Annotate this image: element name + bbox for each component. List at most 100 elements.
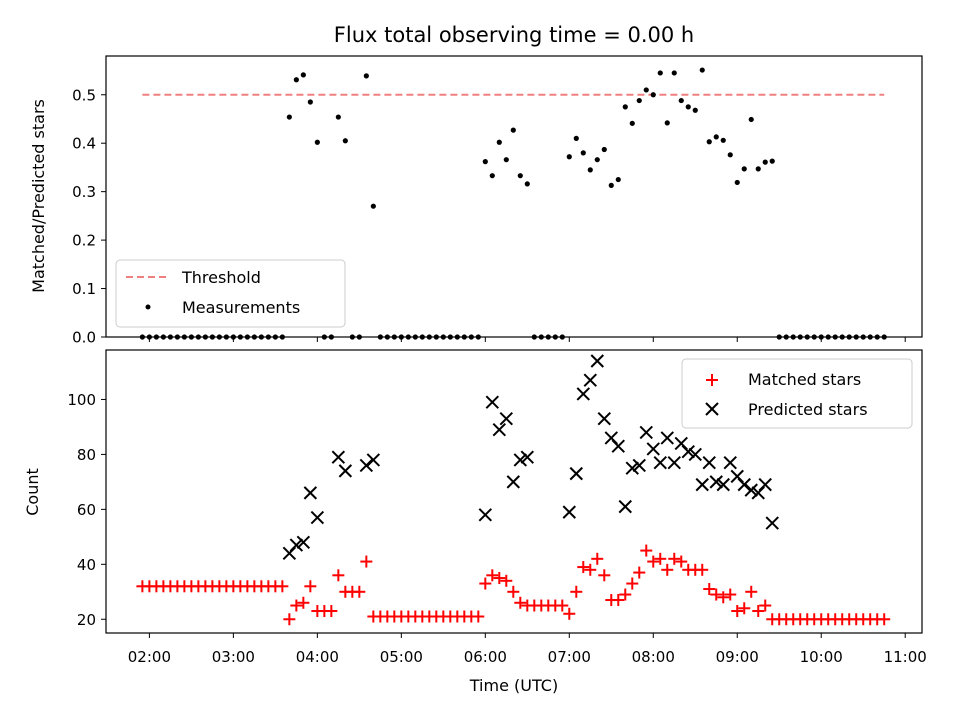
bottom-legend-frame: [681, 358, 913, 429]
bottom-y-tick-label: 20: [77, 611, 96, 629]
measurement-point: [573, 135, 579, 141]
predicted-star-point: [744, 483, 758, 497]
matched-star-point: [675, 555, 688, 568]
matched-star-point: [738, 602, 751, 615]
top-plot-area: 0.0 0.1 0.2 0.3 0.4 0.5: [72, 55, 923, 347]
predicted-star-point: [737, 477, 751, 492]
matched-star-point: [563, 607, 576, 620]
measurement-point: [636, 97, 642, 104]
predicted-star-point: [632, 458, 646, 473]
predicted-star-point: [716, 477, 730, 492]
measurement-point: [713, 134, 719, 140]
matched-star-point: [577, 561, 590, 574]
matched-star-point: [591, 552, 604, 565]
bottom-x-tick-label: 05:00: [380, 648, 423, 666]
measurement-point: [370, 203, 376, 209]
measurement-point: [300, 72, 306, 78]
measurement-point: [510, 127, 516, 133]
predicted-star-point: [653, 455, 667, 470]
matched-star-point: [633, 566, 646, 579]
matched-star-point: [759, 599, 772, 612]
matched-star-point: [724, 588, 737, 601]
matched-star-point: [745, 585, 758, 598]
measurement-point: [727, 152, 733, 158]
predicted-star-point: [569, 466, 583, 481]
measurement-point: [720, 137, 726, 143]
legend-measurements-swatch: [145, 304, 151, 310]
top-y-tick-label: 0.3: [72, 183, 96, 201]
matched-star-point: [647, 555, 660, 568]
matched-star-point: [570, 585, 583, 598]
matched-star-point: [507, 585, 520, 598]
measurement-point: [587, 167, 593, 173]
predicted-star-point: [506, 475, 521, 489]
legend-predicted-swatch: [705, 402, 719, 416]
matched-star-point: [703, 583, 716, 596]
measurement-point: [762, 159, 768, 165]
legend-matched-swatch: [706, 374, 718, 386]
predicted-star-point: [702, 455, 716, 470]
legend-matched-label: Matched stars: [748, 370, 861, 389]
matched-star-point: [297, 596, 310, 609]
predicted-star-point: [366, 453, 381, 467]
measurement-point: [671, 70, 677, 76]
predicted-star-point: [709, 475, 723, 489]
matched-star-point: [752, 605, 765, 618]
matched-star-point: [717, 591, 730, 604]
matched-star-point: [598, 569, 611, 582]
matched-star-point: [661, 563, 674, 576]
bottom-legend: Matched stars Predicted stars: [681, 358, 913, 429]
matched-star-point: [878, 613, 891, 626]
measurement-point: [657, 70, 663, 76]
predicted-star-point: [688, 447, 702, 462]
measurement-point: [622, 104, 628, 110]
predicted-star-point: [695, 477, 709, 492]
predicted-star-point: [520, 450, 535, 464]
predicted-star-point: [338, 464, 353, 478]
predicted-star-point: [296, 535, 311, 550]
matched-star-point: [479, 577, 492, 590]
bottom-x-tick-label: 07:00: [548, 648, 591, 666]
predicted-star-point: [478, 508, 493, 522]
predicted-star-point: [646, 442, 660, 456]
bottom-x-tick-label: 10:00: [800, 648, 843, 666]
predicted-star-point: [667, 455, 681, 470]
top-y-tick-label: 0.4: [72, 135, 96, 153]
bottom-y-tick-label: 60: [77, 501, 96, 519]
measurement-point: [335, 114, 341, 120]
predicted-star-point: [576, 387, 590, 401]
legend-predicted-label: Predicted stars: [748, 400, 868, 419]
matched-star-point: [696, 563, 709, 576]
top-y-tick-label: 0.0: [72, 329, 96, 347]
predicted-star-point: [639, 425, 653, 440]
measurement-point: [769, 158, 775, 164]
measurement-point: [678, 97, 684, 104]
measurement-point: [629, 120, 635, 126]
predicted-star-point: [331, 450, 346, 464]
matched-star-point: [276, 580, 289, 593]
measurement-point: [608, 182, 614, 188]
measurement-point: [307, 99, 313, 105]
predicted-star-point: [618, 499, 632, 514]
measurement-point: [706, 139, 712, 145]
predicted-star-point: [660, 431, 674, 445]
bottom-y-tick-label: 100: [67, 391, 96, 409]
bottom-x-tick-label: 04:00: [296, 648, 339, 666]
matched-star-point: [486, 569, 499, 582]
predicted-star-point: [359, 458, 374, 473]
top-y-tick-label: 0.5: [72, 86, 96, 104]
measurement-point: [286, 114, 292, 120]
bottom-x-tick-label: 08:00: [632, 648, 675, 666]
predicted-star-point: [681, 444, 695, 459]
bottom-x-tick-label: 03:00: [212, 648, 255, 666]
measurement-point: [685, 104, 691, 110]
bottom-x-tick-label: 06:00: [464, 648, 507, 666]
matched-star-point: [360, 555, 373, 568]
measurement-point: [748, 116, 754, 123]
predicted-star-point: [625, 461, 639, 475]
matched-star-point: [493, 572, 506, 585]
measurement-point: [314, 139, 320, 145]
predicted-star-point: [310, 510, 325, 525]
measurement-point: [503, 157, 509, 163]
predicted-star-point: [765, 516, 779, 530]
